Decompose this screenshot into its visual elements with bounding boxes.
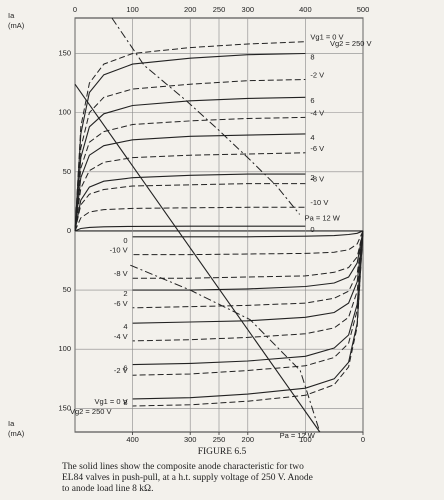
curve-label: Vg1 = 0 V [310,33,343,42]
power-curve [111,17,300,215]
dashed-curve [74,41,306,231]
x2-tick-label: 0 [361,435,365,444]
annotation: Vg2 = 250 V [330,39,372,48]
y-axis-label: Ia [8,419,15,428]
curve [74,83,321,433]
curve [132,230,364,400]
x2-tick-label: 100 [299,435,312,444]
curve-label: -6 V [114,299,128,308]
curve-label: 2 [123,289,127,298]
curve [132,230,364,366]
x-tick-label: 100 [126,5,139,14]
dashed-curve [132,230,364,309]
curve-label: 4 [123,322,127,331]
curve-label: -4 V [310,108,324,117]
x-tick-label: 250 [213,5,226,14]
curve [132,230,364,238]
dashed-curve [74,116,306,231]
curve-label: -10 V [110,246,128,255]
dashed-curve [132,230,364,407]
x2-tick-label: 400 [126,435,139,444]
x2-tick-label: 300 [184,435,197,444]
y-axis-label: Ia [8,11,15,20]
y-tick-label: 0 [67,226,71,235]
curve-label: Pa = 12 W [280,431,316,440]
curve-label: 8 [123,398,127,407]
curve-label: 6 [310,96,314,105]
curve [132,230,364,324]
curve-label: -2 V [310,70,324,79]
caption-line: The solid lines show the composite anode… [62,461,304,472]
curve [74,96,306,231]
caption-line: EL84 valves in push-pull, at a h.t. supp… [62,472,313,483]
annotation: Vg2 = 250 V [70,407,112,416]
y-tick-label: 150 [58,48,71,57]
curve-label: 2 [310,173,314,182]
curve-label: -6 V [310,144,324,153]
curve [74,225,306,232]
dashed-curve [74,152,306,231]
x-tick-label: 300 [242,5,255,14]
curve-label: 8 [310,52,314,61]
y-tick-label: 150 [58,403,71,412]
y-axis-unit: (mA) [8,429,25,438]
curve-label: -8 V [114,269,128,278]
x2-tick-label: 200 [242,435,255,444]
curve-label: 4 [310,133,314,142]
dashed-curve [132,230,364,256]
curve-label: 0 [310,225,314,234]
curve [74,133,306,231]
dashed-curve [132,230,364,279]
x-tick-label: 500 [357,5,370,14]
y-tick-label: 50 [63,167,71,176]
curve-label: Vg1 = 0 V [94,397,127,406]
dashed-curve [74,79,306,231]
x-tick-label: 400 [299,5,312,14]
curve-label: 6 [123,364,127,373]
y-tick-label: 50 [63,285,71,294]
curve-label: -10 V [310,198,328,207]
caption-line: to anode load line 8 kΩ. [62,484,153,494]
figure-label: FIGURE 6.5 [198,447,247,457]
x-tick-label: 200 [184,5,197,14]
x2-tick-label: 250 [213,435,226,444]
dashed-curve [74,206,306,232]
x-tick-label: 0 [73,5,77,14]
curve-label: -2 V [114,366,128,375]
y-tick-label: 100 [58,108,71,117]
curve-label: -8 V [310,175,324,184]
curve [132,230,364,291]
dashed-curve [74,183,306,232]
dashed-curve [132,230,364,376]
curve-label: 0 [123,236,127,245]
power-curve [130,264,321,433]
dashed-curve [132,230,364,342]
curve [74,52,306,231]
y-tick-label: 100 [58,344,71,353]
curve-label: -4 V [114,332,128,341]
y-axis-unit: (mA) [8,21,25,30]
curve [74,173,306,232]
curve-label: Pa = 12 W [305,213,341,222]
